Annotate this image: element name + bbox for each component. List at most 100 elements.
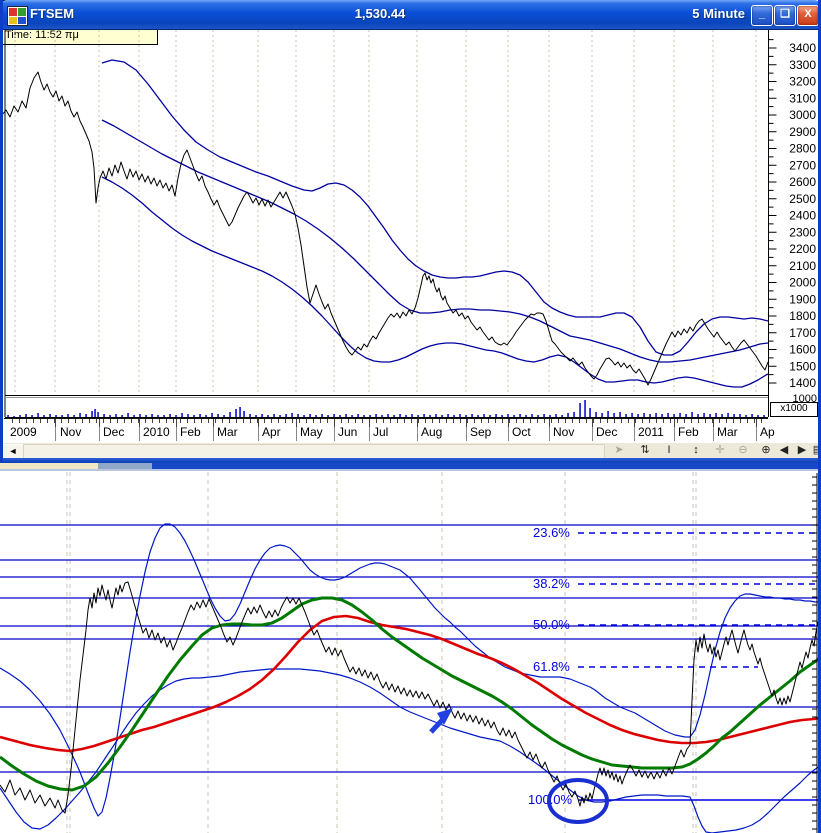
axis-tick (257, 419, 258, 423)
axis-tick (649, 419, 650, 423)
axis-label: 1800 (789, 309, 816, 323)
month-label: Jul (373, 425, 388, 439)
zoom-in-button[interactable]: ⊕ (756, 443, 776, 458)
volume-bar (555, 414, 557, 417)
axis-tick (285, 419, 286, 423)
volume-bar (43, 415, 45, 417)
axis-tick (82, 419, 83, 423)
axis-tick (26, 419, 27, 423)
fib-level-label: 38.2% (533, 576, 570, 591)
axis-tick (299, 419, 300, 423)
volume-bar (279, 415, 281, 417)
volume-bar (291, 413, 293, 417)
month-label: Dec (103, 425, 124, 439)
application-window: 3400330032003100300029002800270026002500… (0, 0, 821, 833)
refresh-button[interactable]: ⇅ (635, 443, 655, 458)
volume-bar (519, 414, 521, 417)
volume-bar (375, 414, 377, 417)
zoom-out-button[interactable]: ⊖ (733, 443, 753, 458)
volume-bar (543, 414, 545, 417)
volume-bar (685, 414, 687, 417)
volume-bar (381, 415, 383, 417)
month-label: Apr (262, 425, 281, 439)
axis-tick (674, 419, 675, 427)
volume-bar (643, 413, 645, 417)
axis-tick (229, 419, 230, 423)
volume-bar (187, 414, 189, 417)
volume-bar (303, 415, 305, 417)
volume-bar (417, 415, 419, 417)
volume-bar (19, 415, 21, 417)
volume-bar (61, 415, 63, 417)
axis-tick (40, 419, 41, 423)
volume-bar (613, 413, 615, 417)
axis-tick (68, 419, 69, 423)
app-icon (7, 6, 28, 26)
volume-bar (715, 413, 717, 417)
volume-bar (169, 414, 171, 417)
volume-bar (507, 414, 509, 417)
month-label: Aug (421, 425, 442, 439)
axis-tick (271, 419, 272, 423)
volume-bar (471, 414, 473, 417)
axis-tick (208, 419, 209, 423)
axis-tick (663, 419, 664, 423)
volume-bar (339, 415, 341, 417)
volume-bar (537, 415, 539, 417)
timeframe-label: 5 Minute (640, 6, 745, 21)
month-label: May (300, 425, 323, 439)
volume-bar (745, 415, 747, 417)
volume-bar (67, 414, 69, 417)
chart-canvas[interactable]: 3400330032003100300029002800270026002500… (0, 0, 821, 833)
axis-label: 1900 (789, 292, 816, 306)
volume-bar (607, 411, 609, 417)
pan-button[interactable]: ✛ (710, 443, 730, 458)
axis-tick (376, 419, 377, 423)
volume-bar (273, 414, 275, 417)
volume-bar (709, 414, 711, 417)
axis-tick (754, 419, 755, 423)
axis-tick (61, 419, 62, 423)
scroll-left-button[interactable]: ◀ (774, 443, 794, 458)
axis-tick (320, 419, 321, 423)
axis-tick (369, 419, 370, 423)
volume-bar (589, 408, 591, 417)
text-tool-button[interactable]: I (659, 443, 679, 458)
volume-bar (637, 414, 639, 417)
axis-tick (481, 419, 482, 423)
axis-tick (467, 419, 468, 423)
axis-tick (348, 419, 349, 423)
volume-bar (405, 415, 407, 417)
axis-label: 3400 (789, 41, 816, 55)
volume-bar (327, 415, 329, 417)
axis-tick (159, 419, 160, 423)
volume-bar (573, 412, 575, 417)
month-label: Ap (760, 425, 775, 439)
volume-bar (79, 413, 81, 417)
axis-tick (145, 419, 146, 423)
volume-bar (315, 415, 317, 417)
pointer-button[interactable]: ➤ (609, 443, 629, 458)
axis-tick (747, 419, 748, 423)
volume-bar (579, 403, 581, 417)
volume-bar (357, 414, 359, 417)
maximize-button[interactable]: ❏ (774, 5, 796, 26)
volume-bar (235, 409, 237, 417)
axis-tick (726, 419, 727, 423)
axis-tick (110, 419, 111, 423)
vertical-scale-button[interactable]: ↕ (686, 443, 706, 458)
close-button[interactable]: X (797, 5, 819, 26)
axis-tick (502, 419, 503, 423)
volume-bar (429, 415, 431, 417)
minimize-button[interactable]: _ (751, 5, 773, 26)
axis-tick (96, 419, 97, 423)
volume-bar (217, 414, 219, 417)
axis-tick (243, 419, 244, 423)
volume-bar (631, 413, 633, 417)
month-label: 2009 (10, 425, 37, 439)
volume-bar (199, 414, 201, 417)
title-bar[interactable]: FTSEM 1,530.44 5 Minute _ ❏ X (0, 0, 821, 30)
volume-bar (655, 413, 657, 417)
volume-bar (115, 414, 117, 417)
volume-bar (567, 413, 569, 417)
